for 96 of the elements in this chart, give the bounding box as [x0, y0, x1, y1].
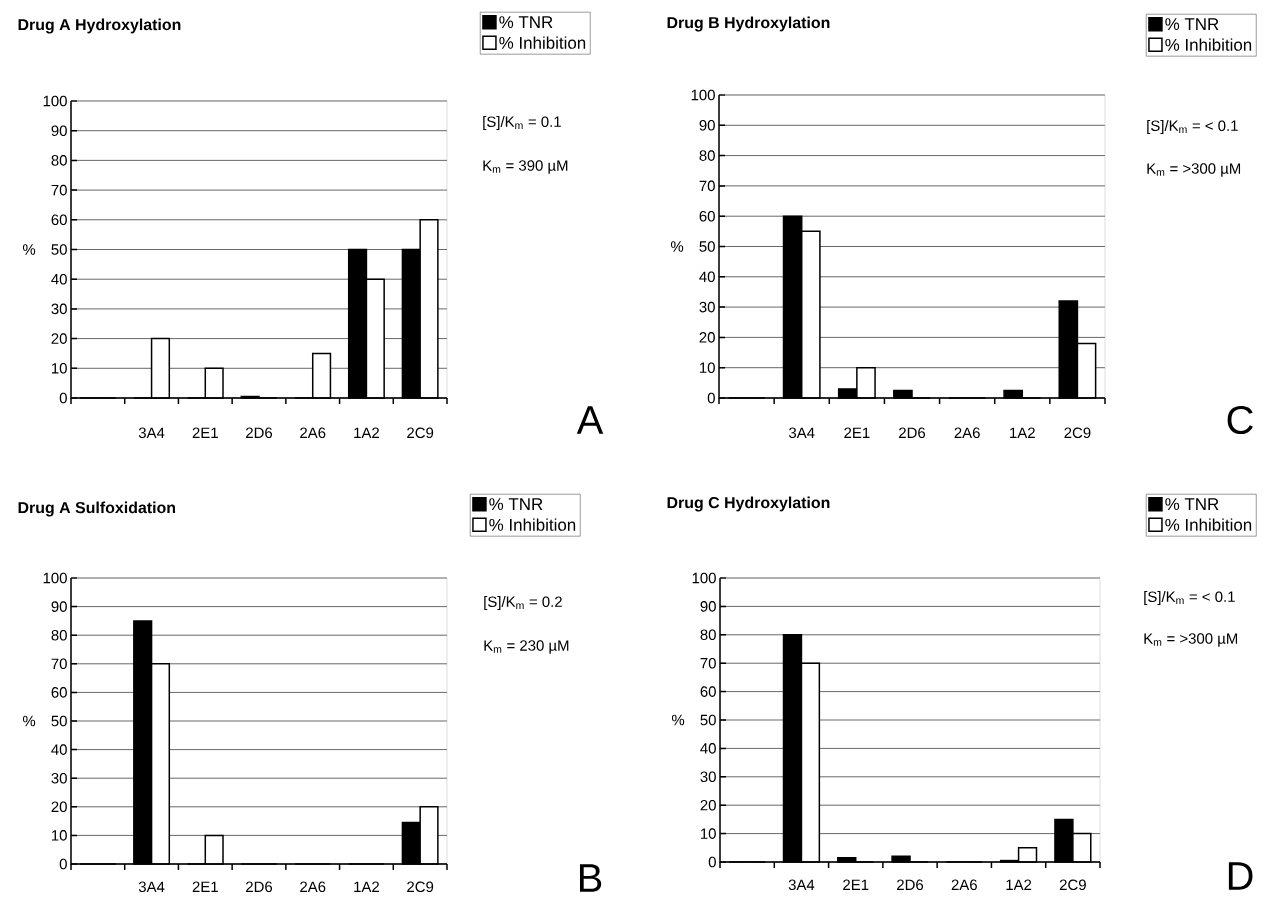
text: A	[576, 406, 604, 434]
legend-label: % TNR	[489, 498, 543, 511]
y-tick-label: 10	[52, 830, 67, 841]
y-tick-label: 0	[59, 392, 67, 404]
x-tick-label: 3A4	[788, 879, 815, 891]
y-tick-label: 60	[51, 214, 67, 226]
x-tick-label: 2E1	[844, 427, 870, 438]
y-tick-label: 60	[700, 686, 716, 697]
y-tick-label: 50	[51, 715, 67, 727]
y-tick-label: 100	[43, 95, 67, 107]
x-tick-label: 1A2	[354, 881, 379, 892]
y-tick-label: 10	[700, 362, 715, 373]
y-tick-label: 50	[699, 241, 715, 252]
x-tick-label: 3A4	[138, 427, 165, 439]
text: [S]/K$_{m}$ = < 0.1	[1147, 120, 1238, 134]
x-tick-label: 2C9	[407, 881, 434, 893]
legend-label: % TNR	[1165, 498, 1219, 511]
y-tick-label: 40	[699, 271, 715, 283]
y-tick-label: 40	[700, 743, 716, 754]
text: C	[1227, 405, 1253, 435]
text: K$_{m}$ = >300 µM	[1147, 163, 1241, 177]
y-tick-label: 70	[51, 184, 67, 196]
y-axis-title: %	[670, 241, 684, 252]
y-tick-label: 90	[51, 601, 67, 612]
text: [S]/K$_{m}$ = 0.1	[483, 116, 561, 130]
y-tick-label: 50	[700, 714, 716, 726]
legend-label: % TNR	[499, 16, 553, 29]
x-tick-label: 2A6	[300, 427, 326, 439]
y-tick-label: 30	[700, 771, 716, 783]
x-tick-label: 2E1	[843, 879, 869, 890]
x-tick-label: 2D6	[246, 427, 273, 439]
x-tick-label: 2D6	[897, 879, 924, 891]
legend-label: % TNR	[1165, 18, 1219, 31]
x-tick-label: 2D6	[899, 427, 926, 439]
x-tick-label: 1A2	[1006, 879, 1032, 890]
y-axis-title: %	[22, 244, 36, 255]
legend-label: % Inhibition	[489, 518, 576, 531]
y-tick-label: 60	[51, 687, 67, 698]
x-tick-label: 2A6	[300, 881, 326, 893]
y-tick-label: 80	[700, 629, 716, 641]
y-tick-label: 0	[59, 858, 67, 870]
x-tick-label: 1A2	[354, 427, 379, 438]
y-tick-label: 40	[51, 744, 67, 755]
y-tick-label: 100	[691, 89, 715, 101]
y-tick-label: 20	[51, 333, 67, 344]
y-tick-label: 30	[51, 303, 67, 315]
y-tick-label: 20	[700, 799, 716, 811]
y-tick-label: 90	[51, 125, 67, 136]
text: [S]/K$_{m}$ = 0.2	[484, 596, 562, 610]
y-tick-label: 60	[699, 210, 715, 222]
x-tick-label: 2A6	[951, 879, 977, 891]
chart-title: Drug A Sulfoxidation	[18, 501, 176, 517]
y-tick-label: 80	[51, 155, 67, 166]
y-axis-title: %	[671, 714, 685, 726]
y-tick-label: 10	[52, 363, 67, 374]
x-tick-label: 2C9	[1059, 879, 1086, 891]
y-tick-label: 0	[707, 392, 715, 404]
text: B	[579, 864, 602, 892]
x-tick-label: 2A6	[954, 427, 980, 439]
x-tick-label: 3A4	[138, 881, 165, 893]
y-tick-label: 30	[51, 772, 67, 784]
text: K$_{m}$ = >300 µM	[1144, 633, 1238, 647]
x-tick-label: 2E1	[192, 881, 218, 892]
y-tick-label: 0	[708, 856, 716, 868]
text: D	[1228, 862, 1253, 890]
y-tick-label: 90	[699, 120, 715, 131]
text: K$_{m}$ = 230 µM	[484, 640, 569, 654]
y-tick-label: 80	[699, 150, 715, 161]
y-tick-label: 20	[51, 801, 67, 813]
y-tick-label: 80	[51, 629, 67, 641]
text: [S]/K$_{m}$ = < 0.1	[1144, 591, 1235, 605]
x-tick-label: 2E1	[192, 427, 218, 438]
y-tick-label: 40	[51, 273, 67, 285]
y-tick-label: 10	[701, 828, 716, 839]
chart-title: Drug C Hydroxylation	[667, 496, 830, 512]
y-tick-label: 100	[692, 572, 716, 584]
y-tick-label: 100	[43, 572, 67, 584]
x-tick-label: 3A4	[788, 427, 815, 439]
x-tick-label: 2C9	[407, 427, 434, 439]
x-tick-label: 2D6	[246, 881, 273, 893]
text: K$_{m}$ = 390 µM	[483, 160, 568, 174]
y-tick-label: 50	[51, 244, 67, 255]
y-axis-title: %	[22, 715, 36, 727]
chart-title: Drug A Hydroxylation	[18, 18, 181, 34]
chart-title: Drug B Hydroxylation	[667, 16, 830, 32]
legend-label: % Inhibition	[1165, 38, 1252, 51]
x-tick-label: 2C9	[1064, 427, 1091, 439]
y-tick-label: 70	[700, 657, 716, 669]
legend-label: % Inhibition	[499, 36, 586, 49]
y-tick-label: 90	[700, 601, 716, 612]
y-tick-label: 70	[51, 658, 67, 670]
y-tick-label: 70	[699, 180, 715, 192]
y-tick-label: 20	[699, 332, 715, 343]
x-tick-label: 1A2	[1010, 427, 1035, 438]
y-tick-label: 30	[699, 301, 715, 313]
legend-label: % Inhibition	[1165, 518, 1252, 531]
